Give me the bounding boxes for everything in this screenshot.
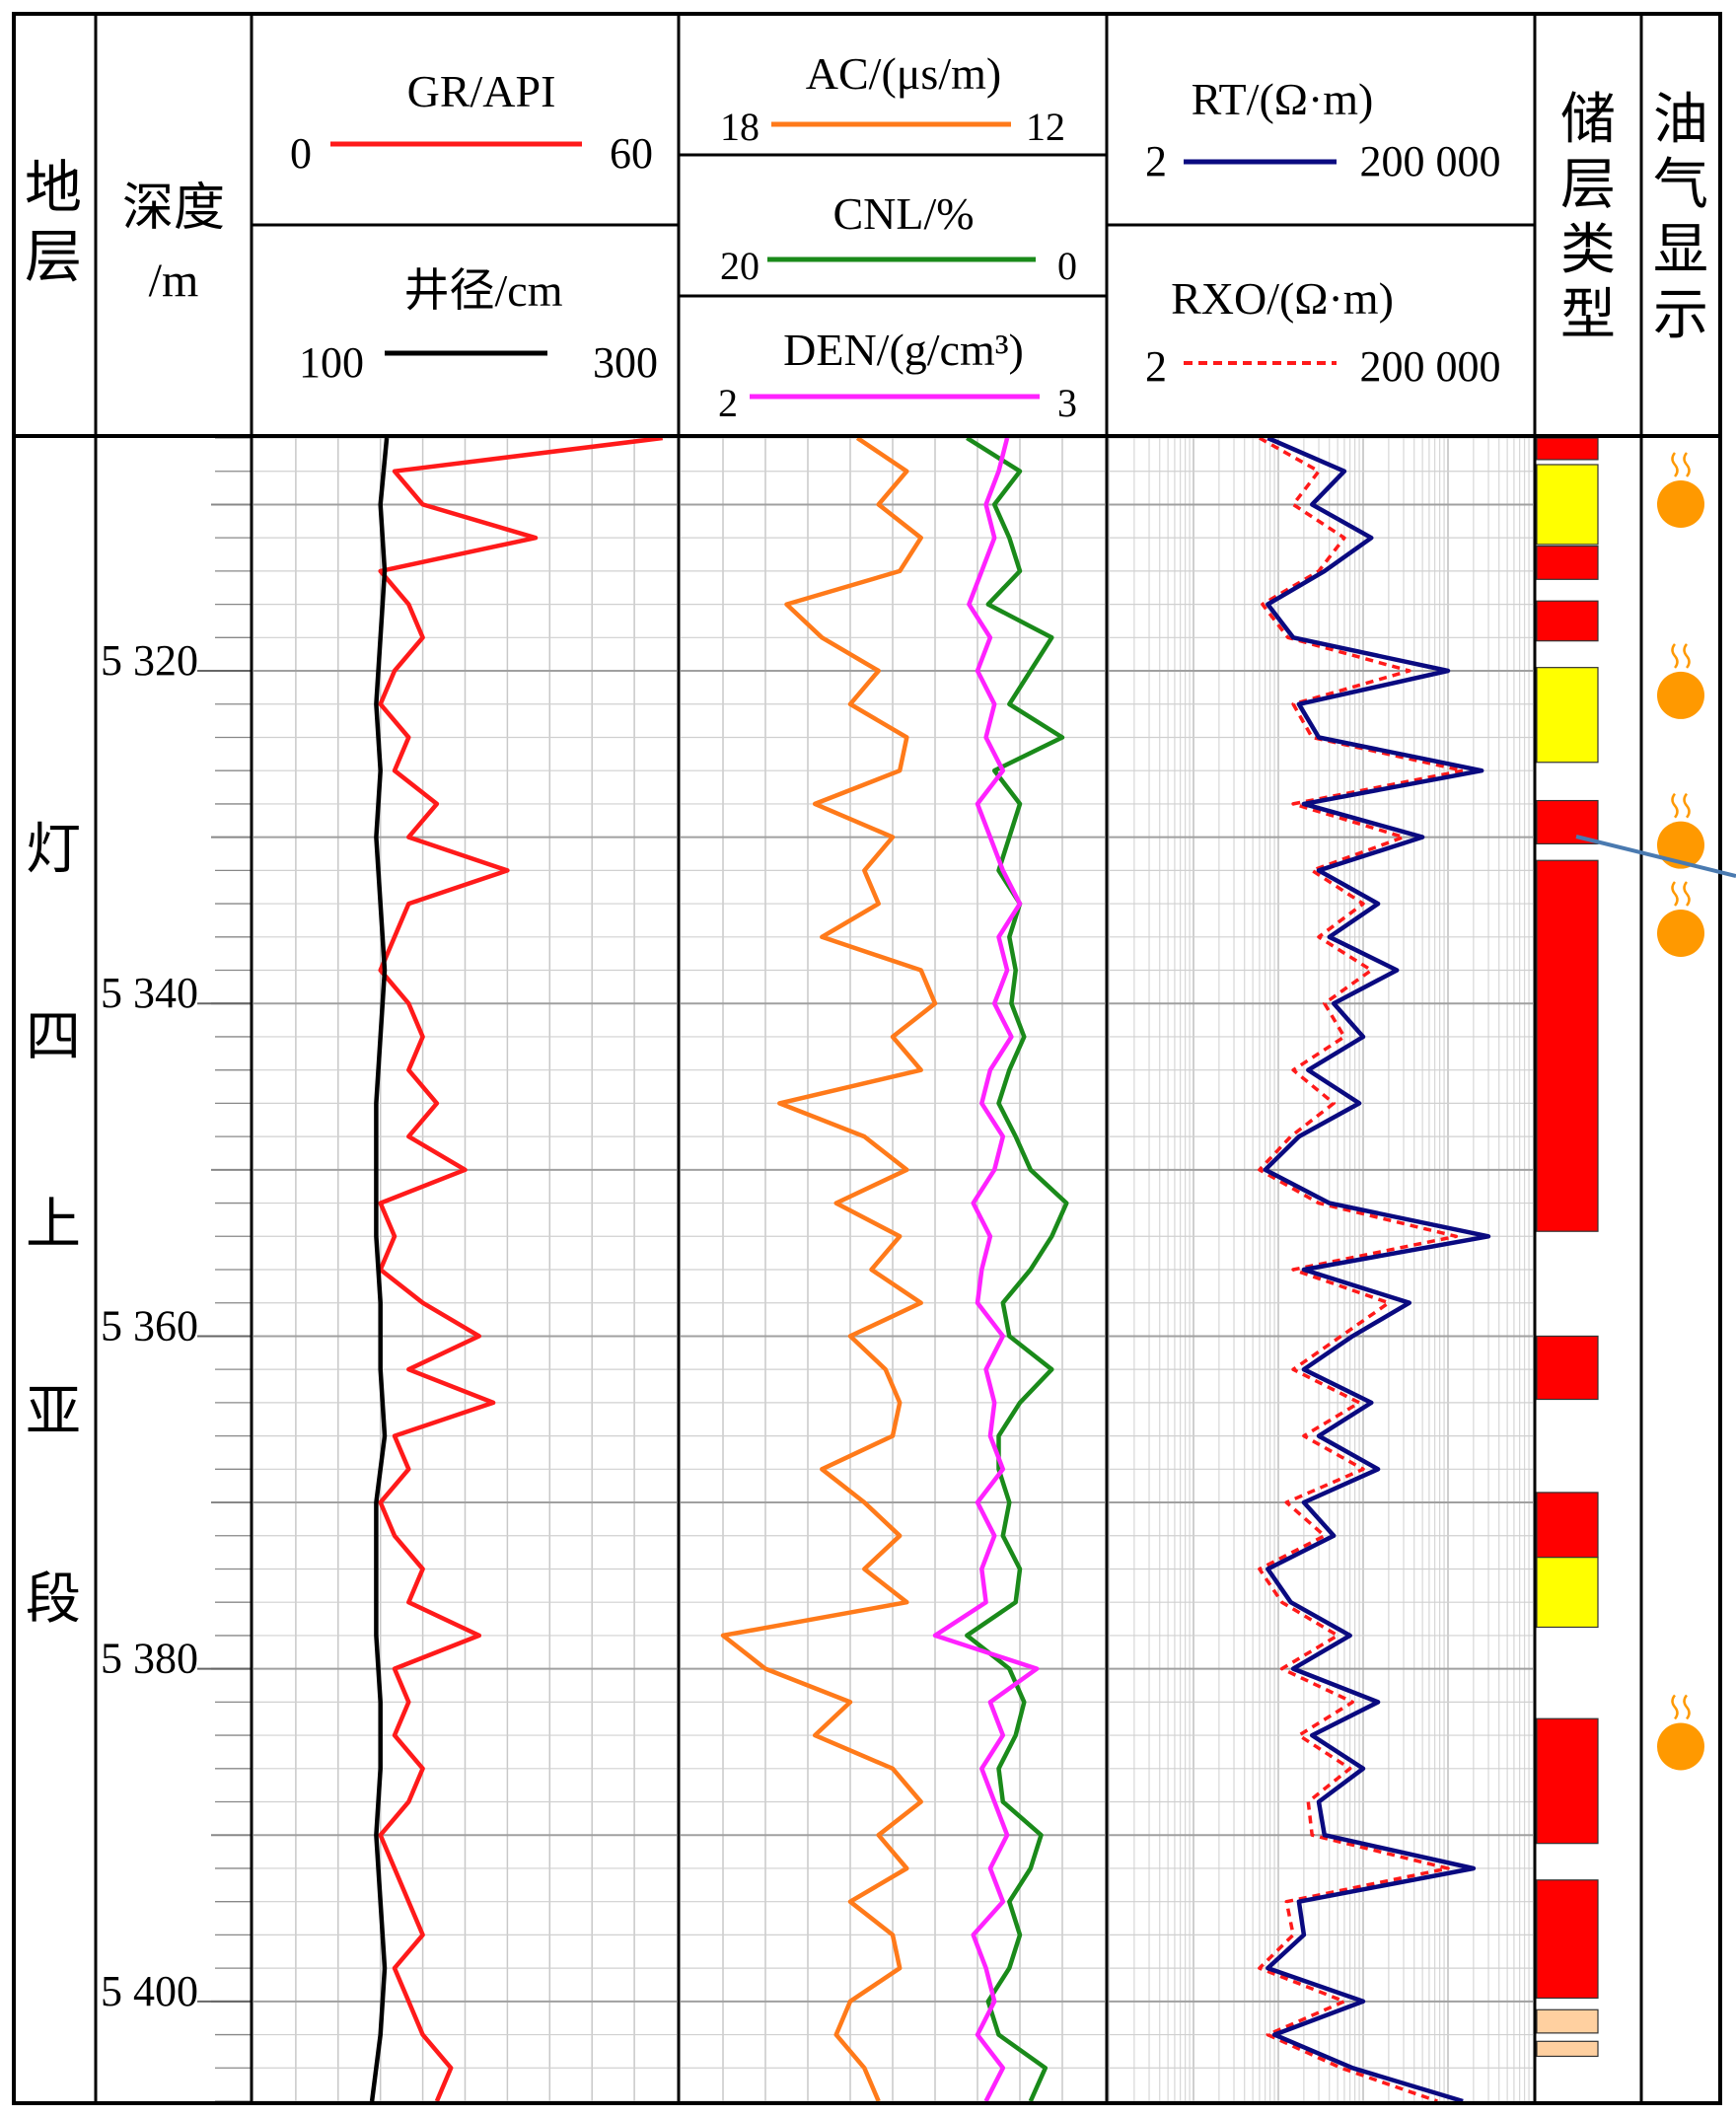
gas-wisp-icon: [1671, 1694, 1679, 1720]
cal-curve: [369, 437, 390, 2102]
reservoir-interval-red: [1536, 1717, 1599, 1845]
oil-gas-show-header-char: 油: [1653, 88, 1708, 152]
stratum-name-char: 亚: [26, 1380, 81, 1444]
oil-drop-icon: [1657, 1722, 1704, 1771]
frame: [12, 12, 1722, 2105]
oil-gas-show-marker: [1657, 643, 1704, 719]
gas-wisp-icon: [1683, 1694, 1691, 1720]
gas-wisp-icon: [1671, 881, 1679, 907]
oil-gas-show-marker: [1657, 792, 1704, 869]
depth-tick-label: 5 400: [101, 1967, 198, 2015]
reservoir-interval-yellow: [1536, 667, 1599, 764]
reservoir-interval-red: [1536, 1492, 1599, 1559]
gas-wisp-icon: [1683, 643, 1691, 669]
oil-drop-icon: [1657, 821, 1704, 869]
cnl-scale-min: 20: [720, 244, 760, 288]
reservoir-interval-red: [1536, 859, 1599, 1232]
gas-wisp-icon: [1671, 792, 1679, 819]
den-curve: [932, 437, 1040, 2103]
reservoir-interval-yellow: [1536, 1557, 1599, 1629]
stratum-name-char: 四: [26, 1005, 81, 1069]
rt-title: RT/(Ω·m): [1192, 74, 1374, 124]
gas-wisp-icon: [1671, 643, 1679, 669]
cnl-title: CNL/%: [832, 188, 974, 239]
depth-tick-label: 5 360: [101, 1301, 198, 1350]
gas-wisp-icon: [1683, 792, 1691, 819]
stratum-name-char: 上: [26, 1193, 81, 1257]
oil-gas-show-header-char: 示: [1653, 283, 1708, 347]
reservoir-type-header-char: 储: [1560, 88, 1616, 152]
stratum-header-char: 层: [25, 223, 82, 290]
oil-gas-show-marker: [1657, 452, 1704, 529]
oil-gas-show-column: [1657, 452, 1704, 1771]
cnl-curve: [965, 436, 1069, 2102]
header: GR/API 0 60 井径/cm 100 300 AC/(μs/m) 18 1…: [149, 48, 1501, 425]
depth-tick-label: 5 320: [101, 636, 198, 685]
oil-drop-icon: [1657, 671, 1704, 719]
rt-scale-max: 200 000: [1360, 137, 1501, 185]
annotation-pointer-line: [1575, 835, 1736, 878]
depth-axis: 5 320 5 340 5 360 5 380 5 400: [101, 437, 252, 2102]
gr-scale-max: 60: [610, 129, 653, 178]
rxo-curve: [1258, 436, 1465, 2103]
depth-tick-label: 5 380: [101, 1635, 198, 1683]
den-title: DEN/(g/cm³): [783, 325, 1024, 375]
grid-track-1: [253, 437, 677, 2102]
reservoir-interval-red: [1536, 437, 1599, 461]
reservoir-interval-red: [1536, 600, 1599, 642]
rt-curve: [1263, 435, 1491, 2104]
stratum-header-char: 地: [25, 154, 82, 221]
ac-title: AC/(μs/m): [806, 48, 1001, 99]
oil-gas-show-header-char: 显: [1653, 218, 1708, 282]
reservoir-type-header-char: 型: [1560, 283, 1616, 347]
gas-wisp-icon: [1683, 452, 1691, 477]
den-scale-max: 3: [1057, 381, 1077, 425]
reservoir-interval-red: [1536, 799, 1599, 844]
reservoir-interval-red: [1536, 1335, 1599, 1401]
oil-drop-icon: [1657, 480, 1704, 529]
gas-wisp-icon: [1683, 881, 1691, 907]
gas-wisp-icon: [1671, 452, 1679, 477]
ac-scale-min: 18: [720, 105, 760, 149]
stratum-name-char: 灯: [26, 818, 81, 882]
rxo-scale-min: 2: [1145, 342, 1167, 391]
grid-track-3: [1108, 437, 1533, 2102]
reservoir-interval-yellow: [1536, 464, 1599, 546]
oil-gas-show-marker: [1657, 881, 1704, 957]
oil-drop-icon: [1657, 909, 1704, 957]
reservoir-interval-red: [1536, 545, 1599, 580]
reservoir-type-header-char: 层: [1560, 153, 1616, 217]
depth-header: 深度: [122, 179, 225, 238]
reservoir-type-column: [1536, 437, 1599, 2058]
reservoir-interval-tan: [1536, 2040, 1599, 2058]
cal-title: 井径/cm: [404, 265, 563, 316]
reservoir-interval-red: [1536, 1879, 1599, 2000]
gr-scale-min: 0: [290, 129, 312, 178]
stratum-header: 地层: [25, 154, 82, 290]
den-scale-min: 2: [718, 381, 738, 425]
rxo-scale-max: 200 000: [1360, 342, 1501, 391]
oil-gas-show-marker: [1657, 1694, 1704, 1771]
cal-scale-min: 100: [299, 338, 364, 387]
cnl-scale-max: 0: [1057, 244, 1077, 288]
gr-title: GR/API: [407, 66, 556, 116]
oil-gas-show-header-char: 气: [1653, 153, 1708, 217]
ac-curve: [720, 436, 938, 2102]
depth-tick-label: 5 340: [101, 969, 198, 1017]
cal-scale-max: 300: [593, 338, 658, 387]
depth-unit-label: /m: [149, 255, 199, 307]
rt-scale-min: 2: [1145, 137, 1167, 185]
ac-scale-max: 12: [1026, 105, 1065, 149]
stratum-name-char: 段: [26, 1568, 81, 1632]
reservoir-type-header-char: 类: [1560, 218, 1616, 282]
reservoir-interval-tan: [1536, 2008, 1599, 2034]
log-curves: [369, 435, 1491, 2104]
rxo-title: RXO/(Ω·m): [1171, 273, 1394, 324]
